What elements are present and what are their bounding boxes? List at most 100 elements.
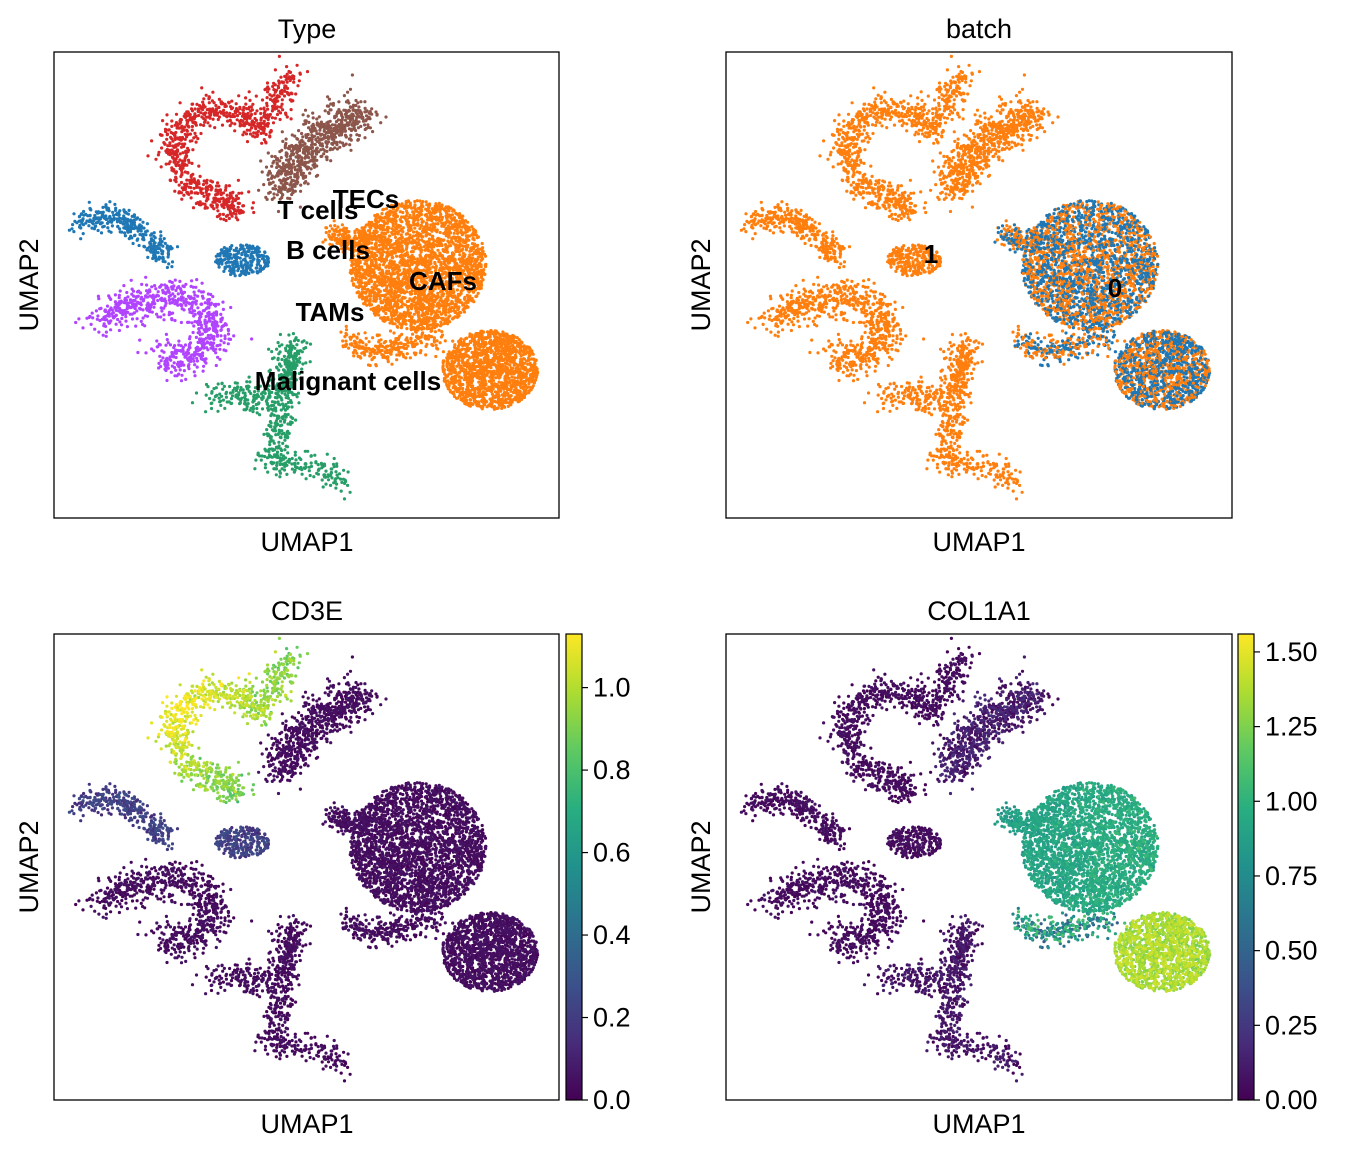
scatter-point: [194, 134, 198, 138]
scatter-point: [260, 170, 264, 174]
scatter-point: [191, 206, 196, 210]
scatter-point: [229, 105, 233, 109]
scatter-point: [153, 236, 157, 240]
scatter-point: [189, 191, 194, 195]
scatter-point: [203, 111, 208, 115]
scatter-point: [173, 278, 177, 282]
scatter-point: [403, 303, 407, 307]
scatter-point: [203, 120, 207, 124]
scatter-point: [450, 251, 455, 255]
scatter-point: [493, 399, 497, 403]
scatter-point: [244, 132, 249, 136]
scatter-point: [329, 470, 333, 475]
scatter-point: [333, 123, 337, 127]
scatter-point: [219, 217, 223, 221]
scatter-point: [340, 480, 344, 484]
scatter-point: [450, 240, 454, 244]
scatter-point: [373, 213, 377, 218]
scatter-point: [219, 339, 223, 343]
scatter-point: [344, 331, 348, 336]
scatter-point: [324, 226, 328, 230]
scatter-point: [298, 205, 302, 209]
scatter-point: [244, 102, 248, 106]
scatter-point: [394, 222, 398, 226]
scatter-point: [135, 295, 139, 299]
scatter-point: [334, 114, 338, 118]
scatter-point: [211, 200, 215, 204]
scatter-point: [254, 94, 258, 98]
scatter-point: [148, 241, 152, 245]
scatter-point: [214, 363, 218, 368]
scatter-point: [227, 337, 231, 341]
scatter-point: [324, 482, 328, 486]
scatter-point: [114, 313, 118, 317]
scatter-point: [377, 243, 381, 247]
scatter-point: [225, 111, 229, 115]
scatter-point: [334, 486, 338, 490]
scatter-point: [113, 293, 117, 297]
scatter-point: [138, 306, 142, 310]
scatter-point: [169, 130, 173, 135]
scatter-point: [460, 217, 464, 221]
scatter-point: [117, 293, 121, 297]
scatter-point: [277, 414, 281, 418]
scatter-point: [374, 110, 378, 114]
scatter-point: [202, 194, 206, 198]
scatter-point: [99, 231, 104, 235]
scatter-point: [369, 241, 374, 245]
scatter-point: [136, 350, 140, 355]
scatter-point: [379, 338, 383, 342]
scatter-point: [530, 357, 534, 361]
scatter-point: [440, 203, 444, 207]
scatter-point: [108, 200, 112, 204]
scatter-point: [285, 115, 289, 119]
scatter-point: [284, 112, 288, 117]
scatter-point: [221, 300, 225, 304]
scatter-point: [451, 339, 455, 343]
scatter-point: [248, 98, 252, 102]
scatter-point: [283, 412, 287, 416]
scatter-point: [266, 90, 270, 94]
scatter-point: [280, 423, 284, 427]
scatter-point: [285, 65, 289, 69]
scatter-point: [210, 204, 215, 208]
scatter-point: [118, 289, 122, 293]
scatter-point: [216, 181, 220, 185]
scatter-point: [255, 270, 259, 274]
scatter-point: [474, 359, 478, 363]
scatter-point: [145, 229, 149, 233]
scatter-point: [216, 355, 220, 359]
scatter-point: [223, 334, 227, 338]
scatter-point: [185, 178, 189, 182]
scatter-point: [251, 102, 255, 106]
scatter-point: [263, 466, 267, 470]
scatter-point: [216, 344, 220, 348]
scatter-point: [117, 328, 121, 333]
scatter-point: [195, 359, 199, 363]
scatter-point: [188, 310, 192, 314]
scatter-point: [226, 257, 230, 261]
scatter-point: [145, 314, 150, 318]
scatter-point: [443, 339, 447, 343]
scatter-point: [167, 162, 171, 166]
scatter-point: [270, 350, 274, 354]
scatter-point: [270, 164, 274, 168]
scatter-point: [308, 171, 312, 175]
scatter-point: [292, 80, 296, 84]
scatter-point: [438, 310, 442, 314]
scatter-point: [272, 159, 276, 163]
scatter-point: [432, 239, 436, 243]
scatter-point: [113, 202, 117, 206]
scatter-point: [251, 201, 255, 205]
scatter-point: [332, 456, 336, 461]
scatter-point: [311, 111, 315, 115]
scatter-point: [196, 107, 200, 111]
scatter-point: [278, 332, 282, 337]
scatter-point: [111, 314, 115, 318]
scatter-point: [234, 102, 238, 106]
scatter-point: [393, 251, 397, 255]
scatter-point: [330, 227, 334, 231]
scatter-point: [111, 210, 115, 214]
scatter-point: [214, 184, 219, 188]
scatter-point: [193, 131, 197, 135]
